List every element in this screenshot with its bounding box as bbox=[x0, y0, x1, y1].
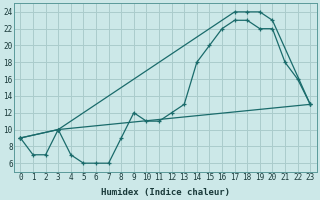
X-axis label: Humidex (Indice chaleur): Humidex (Indice chaleur) bbox=[101, 188, 230, 197]
